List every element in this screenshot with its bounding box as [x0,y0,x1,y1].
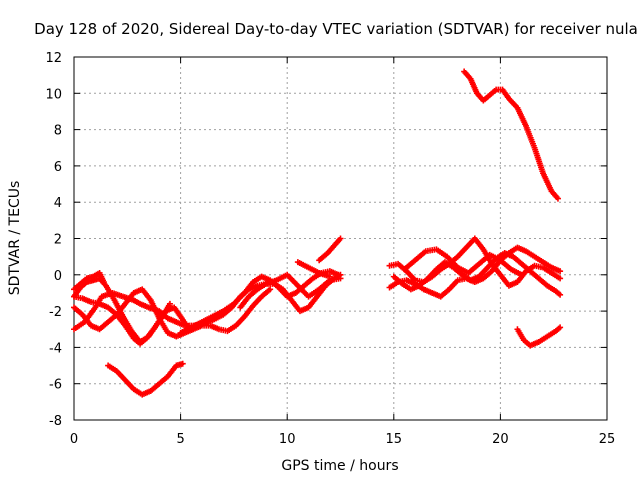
y-axis-label: SDTVAR / TECUs [7,181,23,296]
x-tick-label: 10 [279,432,296,447]
y-tick-label: -8 [49,414,62,429]
x-tick-label: 25 [599,432,616,447]
plot-frame [73,56,608,421]
data-point [557,275,564,282]
data-point [554,195,561,202]
data-point [518,271,525,278]
series-arc15 [461,68,561,202]
data-point [100,279,107,286]
series-arc6 [105,360,186,398]
y-tick-label: 8 [54,124,62,139]
tick-labels: 0 5 10 15 20 25 -8 -6 -4 -2 0 2 4 6 8 10 12 [45,51,615,447]
series-arc8 [237,271,344,315]
data-point [179,360,186,367]
data-point [326,273,333,280]
axes-frame [73,56,608,421]
series-arc5 [71,269,107,293]
series-arc9 [294,259,333,280]
y-tick-label: 0 [54,269,62,284]
x-tick-label: 5 [176,432,184,447]
data-point [337,271,344,278]
y-tick-label: -6 [49,378,62,393]
series-arc16 [514,324,564,349]
y-tick-label: 2 [54,233,62,248]
data-point [267,286,274,293]
x-tick-label: 0 [70,432,78,447]
y-tick-label: 10 [45,87,62,102]
chart-title: Day 128 of 2020, Sidereal Day-to-day VTE… [34,20,638,38]
y-tick-label: -4 [49,341,62,356]
x-tick-label: 20 [492,432,509,447]
data-point [337,235,344,242]
series-arc10 [316,235,344,264]
data-marks [71,68,564,398]
series-arc13 [390,250,564,298]
data-point [557,291,564,298]
y-tick-label: 4 [54,196,62,211]
y-tick-label: 6 [54,160,62,175]
series-arc14 [401,246,525,278]
data-point [557,268,564,275]
y-tick-label: -2 [49,305,62,320]
data-point [557,324,564,331]
x-tick-label: 15 [386,432,403,447]
y-tick-label: 12 [45,51,62,66]
x-axis-label: GPS time / hours [281,458,398,474]
data-point [166,300,173,307]
series-arc7 [177,268,342,336]
